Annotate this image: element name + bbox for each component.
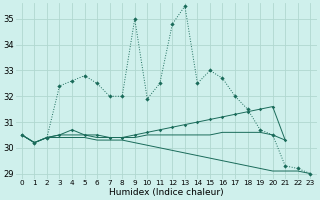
X-axis label: Humidex (Indice chaleur): Humidex (Indice chaleur) [109, 188, 223, 197]
